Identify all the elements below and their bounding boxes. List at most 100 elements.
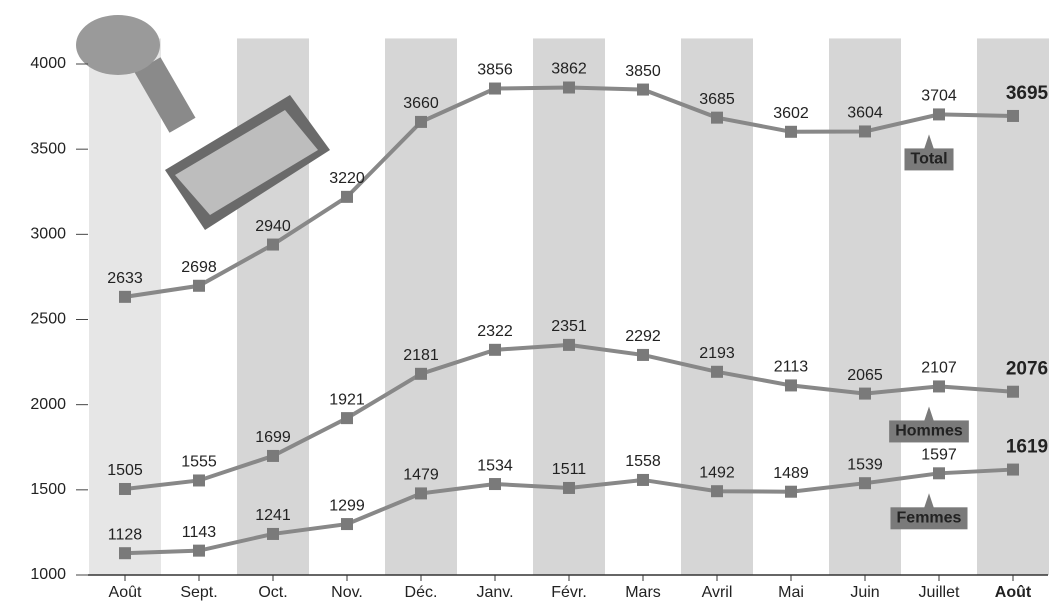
value-label: 3850 — [625, 63, 661, 80]
value-label: 1479 — [403, 467, 439, 484]
point — [785, 379, 797, 392]
point — [341, 518, 353, 531]
value-label: 2181 — [403, 347, 439, 364]
series-tag-label: Total — [910, 151, 947, 168]
x-tick-label: Mai — [778, 584, 804, 601]
point — [637, 83, 649, 96]
point — [119, 290, 131, 303]
value-label: 1492 — [699, 464, 735, 481]
value-label: 3704 — [921, 88, 957, 105]
point — [341, 412, 353, 425]
point — [711, 365, 723, 378]
point — [341, 190, 353, 203]
point — [1007, 109, 1019, 122]
point — [785, 485, 797, 498]
value-label: 1921 — [329, 391, 365, 408]
point — [267, 238, 279, 251]
point — [563, 338, 575, 351]
value-label: 1619 — [1006, 437, 1048, 458]
value-label: 1555 — [181, 454, 217, 471]
y-tick-label: 3500 — [30, 140, 66, 157]
point — [785, 125, 797, 138]
band — [533, 38, 605, 575]
y-tick-label: 4000 — [30, 55, 66, 72]
value-label: 3220 — [329, 170, 365, 187]
point — [563, 481, 575, 494]
value-label: 2113 — [774, 359, 809, 376]
point — [267, 449, 279, 462]
value-label: 2940 — [255, 218, 291, 235]
point — [711, 485, 723, 498]
point — [563, 81, 575, 94]
point — [119, 482, 131, 495]
series-tag-label: Hommes — [895, 423, 963, 440]
value-label: 1299 — [329, 497, 365, 514]
value-label: 1489 — [773, 465, 809, 482]
x-tick-label: Juin — [850, 584, 879, 601]
value-label: 2292 — [625, 328, 661, 345]
point — [415, 367, 427, 380]
value-label: 2076 — [1006, 359, 1048, 380]
point — [489, 343, 501, 356]
point — [933, 467, 945, 480]
value-label: 3604 — [847, 105, 883, 122]
y-tick-label: 1500 — [30, 481, 66, 498]
y-tick-label: 1000 — [30, 566, 66, 583]
band — [977, 38, 1049, 575]
value-label: 2107 — [921, 360, 957, 377]
value-label: 2065 — [847, 367, 883, 384]
point — [193, 474, 205, 487]
x-tick-label: Févr. — [551, 584, 587, 601]
value-label: 1511 — [552, 461, 587, 478]
x-tick-label: Sept. — [180, 584, 217, 601]
point — [119, 547, 131, 560]
point — [859, 477, 871, 490]
value-label: 3602 — [773, 105, 809, 122]
point — [267, 527, 279, 540]
value-label: 1505 — [107, 462, 143, 479]
series-tag-label: Femmes — [897, 510, 962, 527]
x-tick-label: Août — [109, 584, 142, 601]
value-label: 2193 — [699, 345, 735, 362]
tag-pointer — [924, 406, 934, 422]
value-label: 2351 — [551, 318, 587, 335]
value-label: 2322 — [477, 323, 513, 340]
y-tick-label: 3000 — [30, 226, 66, 243]
tag-pointer — [924, 134, 934, 150]
value-label: 3660 — [403, 95, 439, 112]
value-label: 3856 — [477, 62, 513, 79]
series-tag — [890, 507, 968, 530]
value-label: 2633 — [107, 270, 143, 287]
point — [637, 348, 649, 361]
point — [415, 487, 427, 500]
value-label: 3862 — [551, 61, 587, 78]
x-tick-label: Avril — [702, 584, 733, 601]
y-tick-label: 2000 — [30, 396, 66, 413]
value-label: 1241 — [255, 507, 291, 524]
value-label: 1558 — [625, 453, 661, 470]
point — [489, 82, 501, 95]
point — [489, 478, 501, 491]
bands — [89, 38, 1049, 575]
point — [933, 380, 945, 393]
value-label: 3695 — [1006, 83, 1049, 104]
x-tick-label: Mars — [625, 584, 661, 601]
point — [1007, 385, 1019, 398]
x-tick-label: Déc. — [405, 584, 438, 601]
x-tick-label: Oct. — [258, 584, 287, 601]
value-label: 2698 — [181, 259, 217, 276]
x-tick-label: Août — [995, 584, 1032, 601]
tag-pointer — [924, 493, 934, 509]
value-label: 3685 — [699, 91, 735, 108]
point — [415, 115, 427, 128]
point — [1007, 463, 1019, 476]
value-label: 1597 — [921, 447, 957, 464]
point — [193, 544, 205, 557]
x-tick-label: Nov. — [331, 584, 363, 601]
series-tag — [904, 148, 954, 171]
point — [711, 111, 723, 124]
value-label: 1143 — [182, 524, 217, 541]
value-label: 1699 — [255, 429, 291, 446]
value-label: 1539 — [847, 456, 883, 473]
